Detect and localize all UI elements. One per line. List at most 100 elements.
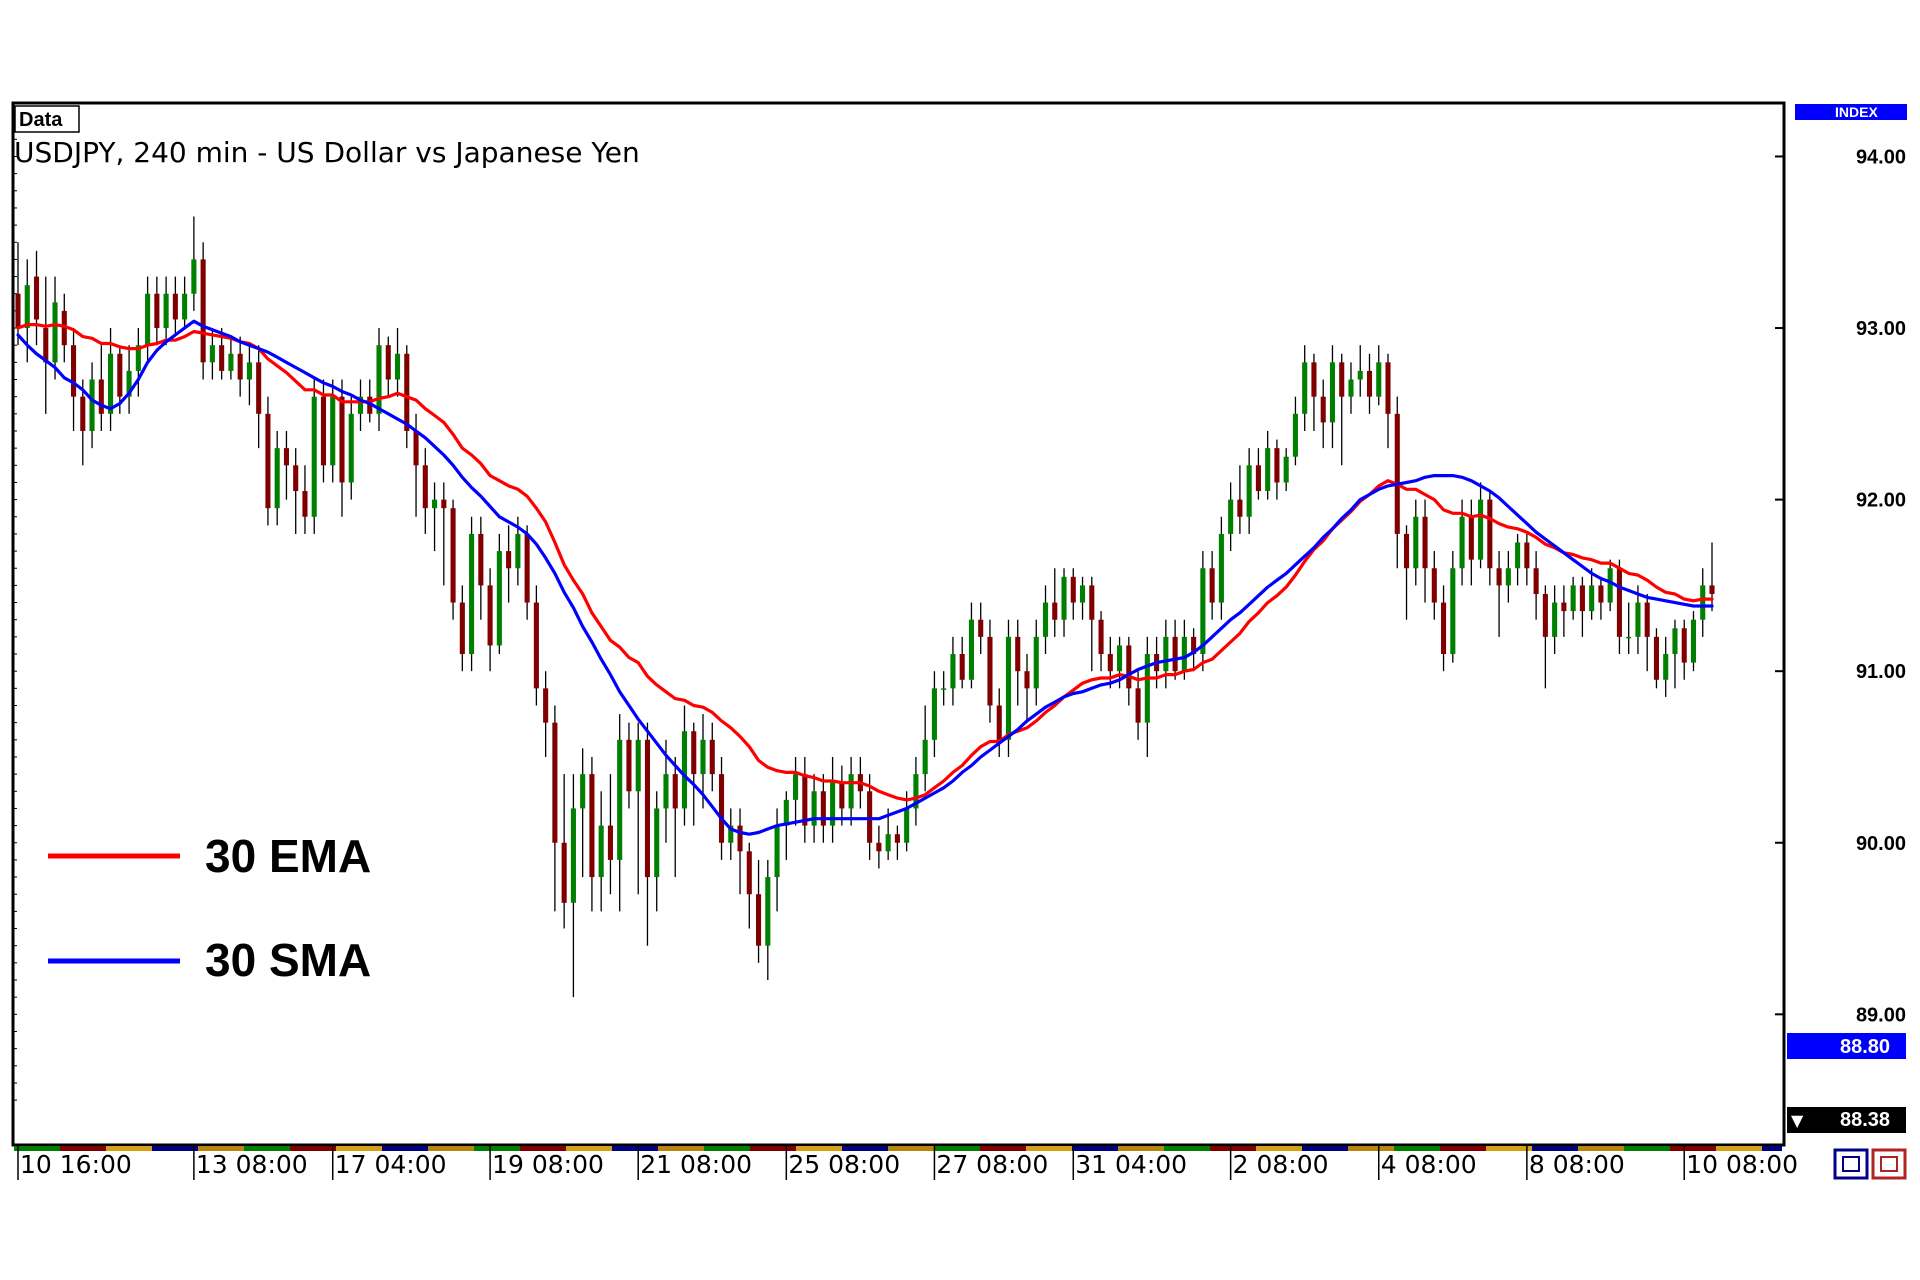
- candle-body: [1348, 379, 1354, 397]
- candle-body: [311, 396, 317, 517]
- candle-body: [996, 705, 1002, 740]
- candle-body: [885, 834, 891, 852]
- candle-body: [385, 345, 391, 380]
- time-axis-strip-segment: [1624, 1146, 1670, 1151]
- legend-ema-label: 30 EMA: [205, 830, 371, 882]
- data-tab-label[interactable]: Data: [19, 109, 63, 131]
- price-tick-label: 92.00: [1856, 490, 1906, 512]
- candle-body: [404, 353, 410, 431]
- candle-body: [867, 791, 873, 843]
- time-axis-strip-segment: [1440, 1146, 1486, 1151]
- candle-body: [644, 739, 651, 878]
- price-tick-label: 90.00: [1856, 833, 1906, 855]
- candle-body: [552, 722, 558, 843]
- candle-body: [1524, 542, 1530, 569]
- time-axis-strip-segment: [566, 1146, 612, 1151]
- candle-body: [1089, 585, 1095, 620]
- time-axis-strip-segment: [1118, 1146, 1164, 1151]
- candle-body: [1117, 645, 1123, 672]
- candle-body: [1098, 619, 1104, 655]
- time-axis-strip-segment: [1486, 1146, 1532, 1151]
- candle-body: [1635, 602, 1641, 637]
- candle-body: [1626, 636, 1632, 639]
- time-tick-label: 19 08:00: [492, 1150, 604, 1179]
- candle-body: [219, 345, 225, 371]
- candle-body: [1487, 499, 1493, 569]
- candle-body: [700, 739, 706, 775]
- candle-body: [1339, 362, 1345, 397]
- candle-body: [533, 602, 539, 689]
- candle-body: [339, 396, 345, 483]
- price-tick-label: 91.00: [1856, 661, 1906, 683]
- candle-body: [718, 774, 725, 843]
- time-axis-strip-segment: [1348, 1146, 1394, 1151]
- candle-body: [450, 508, 456, 603]
- time-axis-strip-segment: [1670, 1146, 1716, 1151]
- candle-body: [561, 842, 567, 903]
- candle-body: [1663, 654, 1669, 680]
- candle-body: [1246, 465, 1252, 517]
- chart-shift-button[interactable]: [1833, 1148, 1869, 1180]
- candle-body: [570, 808, 576, 903]
- candle-body: [1311, 362, 1317, 397]
- candle-body: [293, 465, 299, 492]
- candle-body: [1394, 413, 1400, 534]
- candle-body: [265, 413, 271, 509]
- candle-body: [506, 551, 512, 569]
- candle-body: [394, 353, 401, 380]
- candle-body: [1681, 628, 1687, 663]
- time-tick-label: 4 08:00: [1381, 1150, 1477, 1179]
- candle-body: [617, 739, 623, 860]
- candle-body: [709, 739, 715, 775]
- candle-body: [839, 782, 845, 809]
- data-tab-box[interactable]: [14, 105, 80, 133]
- candle-body: [876, 842, 882, 852]
- candle-body: [1413, 516, 1419, 569]
- candle-body: [654, 808, 660, 878]
- candle-body: [413, 430, 419, 466]
- candle-body: [98, 379, 104, 414]
- time-tick-label: 10 08:00: [1686, 1150, 1798, 1179]
- candle-body: [524, 533, 530, 603]
- autoscroll-button[interactable]: [1871, 1148, 1907, 1180]
- time-tick-label: 8 08:00: [1529, 1150, 1625, 1179]
- candle-body: [811, 791, 817, 826]
- candle-body: [1052, 602, 1058, 620]
- candle-body: [1570, 585, 1576, 612]
- candle-body: [1320, 396, 1326, 423]
- moving-average-lines: [16, 319, 1714, 836]
- candle-body: [108, 353, 114, 414]
- time-axis-strip-segment: [612, 1146, 658, 1151]
- candle-body: [1218, 533, 1224, 603]
- price-axis-ticks: 94.00 93.00 92.00 91.00 90.00 89.00: [13, 121, 1906, 1101]
- candle-body: [1135, 688, 1141, 723]
- candle-body: [1478, 499, 1484, 560]
- chart-shift-icon: [1842, 1156, 1860, 1172]
- time-axis-strip-segment: [336, 1146, 382, 1151]
- candle-body: [15, 293, 21, 329]
- candle-body: [478, 533, 484, 586]
- candle-body: [756, 894, 762, 946]
- time-tick-label: 31 04:00: [1075, 1150, 1187, 1179]
- time-axis-strip-segment: [1072, 1146, 1118, 1151]
- time-tick-label: 25 08:00: [788, 1150, 900, 1179]
- candle-body: [70, 345, 77, 397]
- candle-body: [1163, 636, 1169, 672]
- candle-body: [61, 310, 67, 346]
- time-axis-strip-segment: [290, 1146, 336, 1151]
- candle-body: [283, 448, 289, 466]
- candle-body: [802, 774, 808, 826]
- time-axis-strip-segment: [980, 1146, 1026, 1151]
- time-axis-strip-segment: [382, 1146, 428, 1151]
- candle-body: [1403, 533, 1410, 569]
- candle-body: [1265, 448, 1271, 492]
- candle-body: [681, 731, 688, 809]
- low-price-tag-box: [1787, 1107, 1906, 1133]
- time-axis-strip-segment: [934, 1146, 980, 1151]
- ema-30-line: [16, 323, 1714, 802]
- candle-body: [191, 259, 197, 294]
- sma-30-line: [16, 319, 1714, 836]
- candle-body: [432, 499, 438, 509]
- time-axis-strip-segment: [198, 1146, 244, 1151]
